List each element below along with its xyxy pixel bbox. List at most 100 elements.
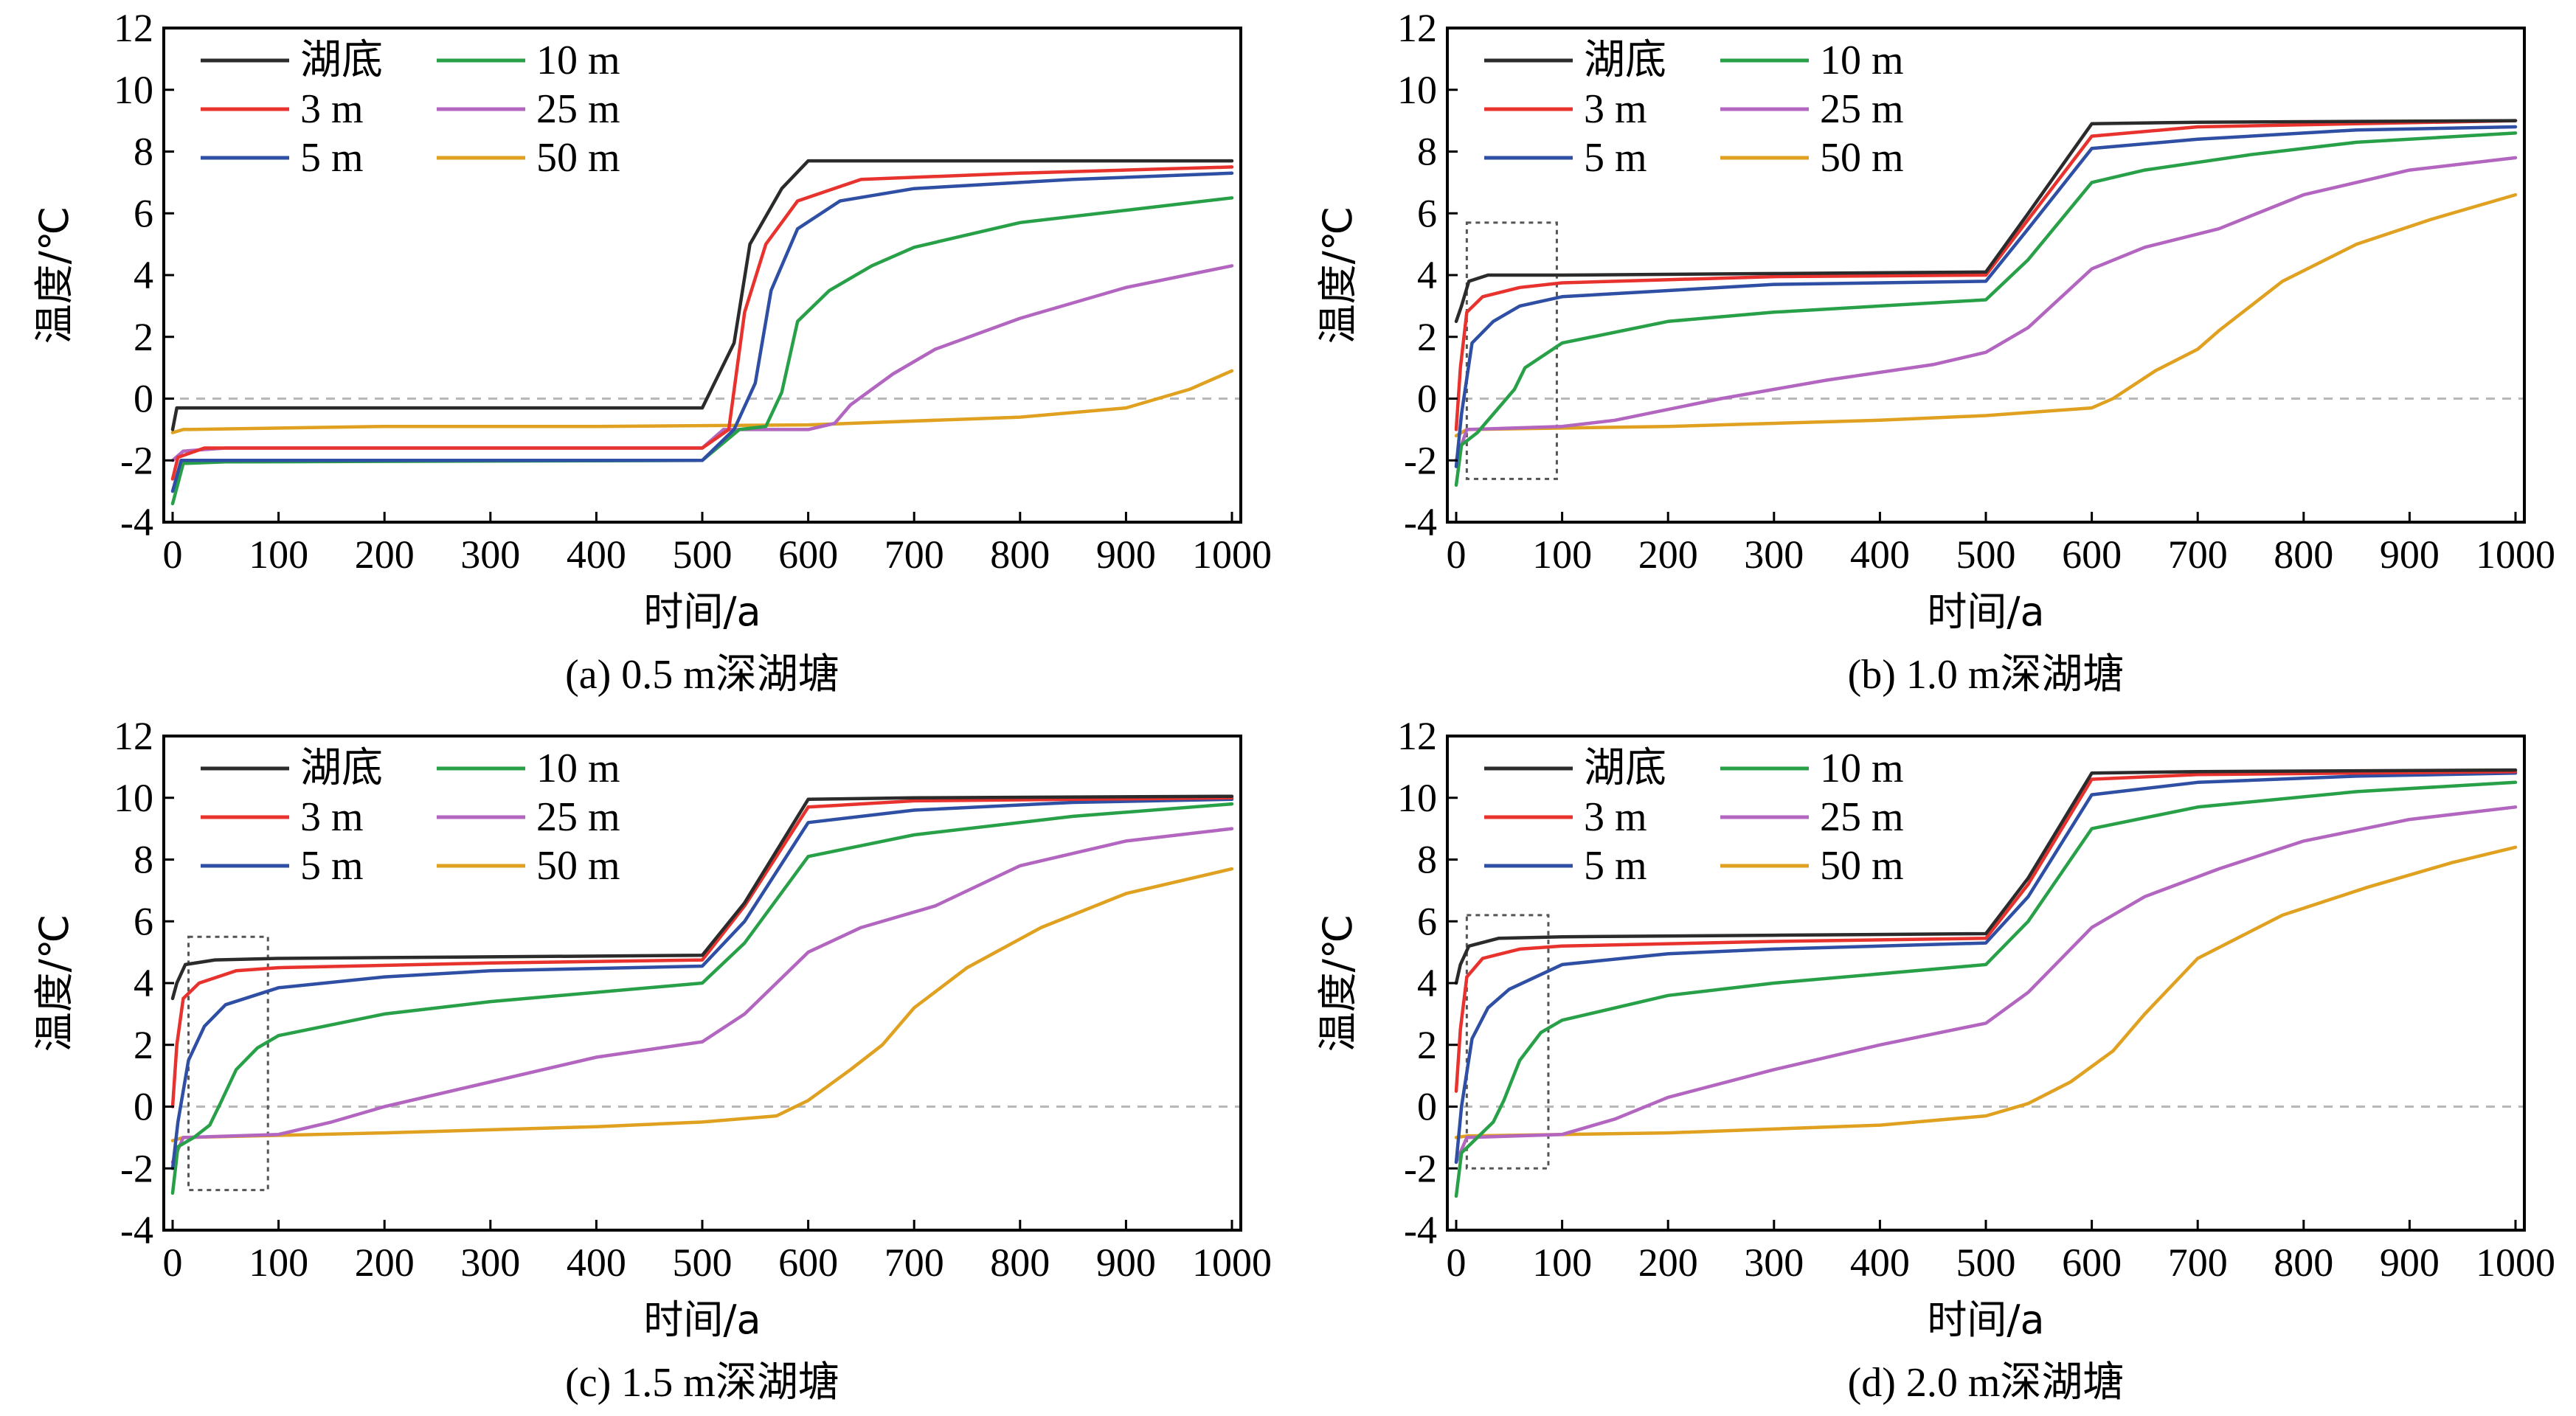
y-tick-label: -2 bbox=[1404, 438, 1437, 482]
series-line-5m bbox=[170, 171, 1234, 493]
legend-label-25m: 25 m bbox=[536, 86, 620, 132]
y-tick-label: 4 bbox=[134, 253, 153, 297]
y-tick-label: 6 bbox=[1417, 191, 1437, 235]
legend-label-25m: 25 m bbox=[536, 794, 620, 840]
x-axis-title: 时间/a bbox=[1927, 1297, 2044, 1343]
y-tick-label: 12 bbox=[1397, 6, 1437, 50]
series-line-10m bbox=[170, 802, 1234, 1195]
x-tick-label: 300 bbox=[1744, 1240, 1804, 1285]
x-tick-label: 700 bbox=[2168, 1240, 2228, 1285]
y-tick-label: -4 bbox=[1404, 500, 1437, 544]
legend-label-lake-bottom: 湖底 bbox=[1584, 746, 1666, 791]
x-tick-label: 600 bbox=[2062, 1240, 2122, 1285]
series-line-5m bbox=[170, 797, 1234, 1170]
series-line-25m bbox=[170, 827, 1234, 1165]
x-tick-label: 1000 bbox=[1192, 532, 1272, 577]
legend-label-3m: 3 m bbox=[300, 86, 364, 132]
legend: 湖底3 m5 m 10 m25 m50 m bbox=[201, 746, 620, 889]
legend-label-5m: 5 m bbox=[300, 843, 364, 889]
panel-caption: (d) 2.0 m深湖塘 bbox=[1848, 1360, 2125, 1406]
series-line-50m bbox=[1454, 192, 2518, 438]
y-tick-label: 4 bbox=[1417, 961, 1437, 1005]
y-tick-label: 10 bbox=[1397, 68, 1437, 112]
y-tick-label: 12 bbox=[114, 714, 153, 758]
legend-label-25m: 25 m bbox=[1820, 794, 1904, 840]
series-line-25m bbox=[1454, 805, 2518, 1165]
panel-caption: (a) 0.5 m深湖塘 bbox=[565, 652, 839, 698]
highlight-box bbox=[1465, 914, 1550, 1170]
x-tick-label: 0 bbox=[163, 532, 183, 577]
x-tick-label: 600 bbox=[778, 532, 838, 577]
legend-label-lake-bottom: 湖底 bbox=[300, 38, 383, 83]
panel-b: 0 100 200 300 400 500 600 700 800 900 1000 -4 -2 0 2 4 6… bbox=[1315, 6, 2555, 698]
y-tick-label: 2 bbox=[134, 1023, 153, 1067]
y-tick-label: 4 bbox=[134, 961, 153, 1005]
x-tick-label: 0 bbox=[163, 1240, 183, 1285]
y-tick-label: -2 bbox=[120, 1146, 153, 1190]
x-tick-label: 700 bbox=[2168, 532, 2228, 577]
x-tick-label: 400 bbox=[567, 1240, 626, 1285]
legend-label-25m: 25 m bbox=[1820, 86, 1904, 132]
series-line-3m bbox=[170, 796, 1234, 1108]
panel-caption: (c) 1.5 m深湖塘 bbox=[565, 1360, 839, 1406]
x-tick-label: 600 bbox=[778, 1240, 838, 1285]
x-tick-label: 900 bbox=[1096, 1240, 1156, 1285]
y-tick-label: 12 bbox=[1397, 714, 1437, 758]
series-line-10m bbox=[1454, 780, 2518, 1198]
series-line-50m bbox=[170, 867, 1234, 1142]
series-line-lake-bottom bbox=[1454, 119, 2518, 324]
x-tick-label: 900 bbox=[1096, 532, 1156, 577]
legend-label-lake-bottom: 湖底 bbox=[1584, 38, 1666, 83]
legend-label-5m: 5 m bbox=[1584, 135, 1647, 181]
x-tick-label: 100 bbox=[1532, 1240, 1592, 1285]
x-tick-label: 800 bbox=[2274, 532, 2333, 577]
series-line-10m bbox=[1454, 131, 2518, 487]
series-line-25m bbox=[170, 264, 1234, 462]
legend: 湖底3 m5 m 10 m25 m50 m bbox=[201, 38, 620, 181]
panel-c: 0 100 200 300 400 500 600 700 800 900 1000 -4 -2 0 2 4 6… bbox=[31, 714, 1272, 1406]
legend-label-10m: 10 m bbox=[536, 746, 620, 791]
x-tick-label: 0 bbox=[1447, 532, 1467, 577]
y-tick-label: 8 bbox=[134, 130, 153, 174]
x-tick-label: 400 bbox=[1850, 1240, 1910, 1285]
y-tick-label: 2 bbox=[1417, 315, 1437, 359]
series-line-lake-bottom bbox=[1454, 768, 2518, 985]
y-tick-label: -2 bbox=[1404, 1146, 1437, 1190]
series-line-3m bbox=[1454, 769, 2518, 1093]
y-tick-label: 12 bbox=[114, 6, 153, 50]
legend-label-5m: 5 m bbox=[1584, 843, 1647, 889]
x-axis-title: 时间/a bbox=[643, 1297, 761, 1343]
y-tick-label: 10 bbox=[1397, 776, 1437, 820]
x-tick-label: 100 bbox=[249, 1240, 308, 1285]
highlight-box bbox=[1465, 221, 1558, 480]
x-tick-label: 500 bbox=[1956, 1240, 2016, 1285]
y-axis-title: 温度/℃ bbox=[31, 914, 77, 1052]
y-tick-label: -4 bbox=[120, 1208, 153, 1252]
series-line-5m bbox=[1454, 125, 2518, 468]
panel-d: 0 100 200 300 400 500 600 700 800 900 1000 -4 -2 0 2 4 6… bbox=[1315, 714, 2555, 1406]
y-tick-label: 6 bbox=[134, 899, 153, 943]
x-tick-label: 500 bbox=[673, 1240, 733, 1285]
x-tick-label: 500 bbox=[1956, 532, 2016, 577]
y-tick-label: 10 bbox=[114, 68, 153, 112]
x-tick-label: 200 bbox=[1638, 1240, 1698, 1285]
y-tick-label: 0 bbox=[1417, 377, 1437, 421]
legend-label-10m: 10 m bbox=[1820, 746, 1904, 791]
legend-label-lake-bottom: 湖底 bbox=[300, 746, 383, 791]
x-tick-label: 700 bbox=[884, 1240, 944, 1285]
x-tick-label: 1000 bbox=[1192, 1240, 1272, 1285]
x-tick-label: 300 bbox=[1744, 532, 1804, 577]
x-tick-label: 1000 bbox=[2476, 1240, 2555, 1285]
y-tick-label: -2 bbox=[120, 438, 153, 482]
x-tick-label: 500 bbox=[673, 532, 733, 577]
x-tick-label: 300 bbox=[460, 1240, 520, 1285]
series-line-5m bbox=[1454, 771, 2518, 1165]
series-line-25m bbox=[1454, 156, 2518, 462]
series-line-10m bbox=[170, 196, 1234, 506]
legend-label-50m: 50 m bbox=[536, 843, 620, 889]
y-tick-label: 8 bbox=[1417, 130, 1437, 174]
x-tick-label: 800 bbox=[990, 532, 1050, 577]
x-tick-label: 900 bbox=[2380, 1240, 2440, 1285]
panel-a: 0 100 200 300 400 500 600 700 800 900 1000 -4 -2 0 2 4 6… bbox=[31, 6, 1272, 698]
y-tick-label: 10 bbox=[114, 776, 153, 820]
